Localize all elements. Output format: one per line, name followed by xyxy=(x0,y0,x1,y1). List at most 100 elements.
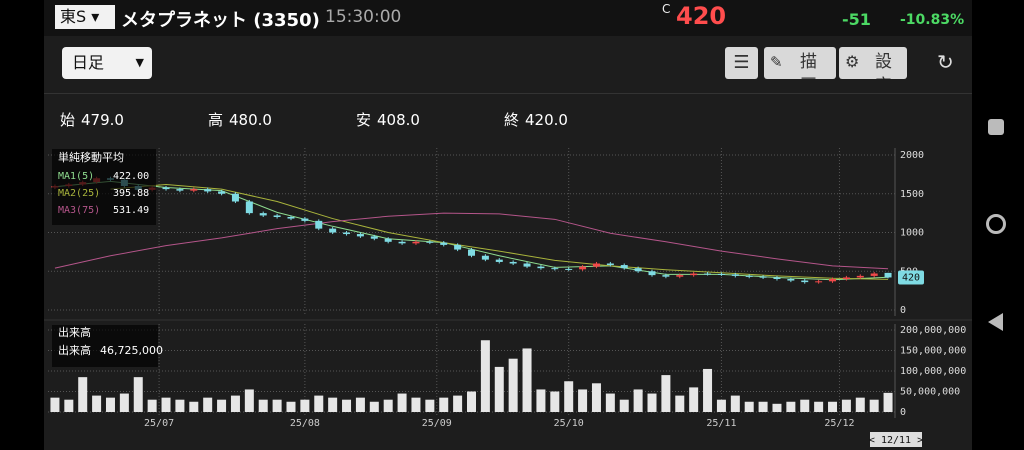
nav-recent[interactable] xyxy=(988,119,1004,135)
volume-bar xyxy=(161,397,171,412)
draw-button[interactable]: ✎描画 xyxy=(764,47,836,79)
candle-body xyxy=(301,218,309,221)
legend-name: MA1(5) xyxy=(58,171,94,182)
volume-bar xyxy=(564,381,574,412)
stock-name: メタプラネット (3350) xyxy=(121,10,320,31)
candle-body xyxy=(273,215,281,217)
ohlc-label: 始 xyxy=(60,111,76,129)
candle-body xyxy=(801,280,809,283)
volume-bar xyxy=(258,399,268,412)
nav-bar xyxy=(975,0,1024,450)
legend-title: 出来高 xyxy=(58,325,91,339)
legend-name: MA3(75) xyxy=(58,205,100,216)
volume-bar xyxy=(730,395,740,412)
candle-body xyxy=(204,189,212,192)
ohlc-label: 終 xyxy=(504,111,520,129)
period-select[interactable]: 日足 ▼ xyxy=(62,47,152,79)
change-pct: -10.83% xyxy=(900,12,965,28)
candle-body xyxy=(398,241,406,244)
candle-body xyxy=(704,273,712,275)
period: 日足 xyxy=(72,53,105,72)
candle-body xyxy=(176,189,184,191)
y-tick-label: 100,000,000 xyxy=(900,366,966,377)
volume-bar xyxy=(480,340,490,412)
volume-bar xyxy=(675,395,685,412)
volume-bar xyxy=(647,393,657,412)
ohlc-item: 安 408.0 xyxy=(356,109,420,130)
volume-bar xyxy=(453,395,463,412)
volume-bar xyxy=(78,377,88,412)
nav-back[interactable] xyxy=(988,313,1003,331)
candle-body xyxy=(842,277,850,279)
volume-bar xyxy=(217,399,227,412)
x-tick-label: 25/08 xyxy=(290,418,320,429)
candle-body xyxy=(426,241,434,243)
volume-bar xyxy=(869,399,879,412)
volume-bar xyxy=(536,389,546,412)
volume-bar xyxy=(175,399,185,412)
volume-bar xyxy=(272,399,282,412)
y-tick-label: 1500 xyxy=(900,189,924,200)
volume-bar xyxy=(133,377,143,412)
candle-body xyxy=(579,266,587,270)
y-tick-label: 0 xyxy=(900,305,906,316)
x-tick-label: 25/07 xyxy=(144,418,174,429)
list-button[interactable]: ☰ xyxy=(725,47,758,79)
volume-bar xyxy=(758,401,768,412)
candle-body xyxy=(551,268,559,270)
candle-body xyxy=(287,217,295,219)
divider xyxy=(44,93,972,94)
candle-body xyxy=(565,268,573,270)
candle-body xyxy=(856,275,864,278)
price-flag: C xyxy=(662,2,671,16)
candle-body xyxy=(662,275,670,277)
ohlc-item: 高 480.0 xyxy=(208,109,272,130)
volume-bar xyxy=(411,397,421,412)
ohlc-value: 420.0 xyxy=(525,111,568,129)
volume-bar xyxy=(605,393,615,412)
y-tick-label: 50,000,000 xyxy=(900,387,960,398)
candle-body xyxy=(162,187,170,190)
candle-body xyxy=(787,279,795,281)
volume-bar xyxy=(300,399,310,412)
candle-body xyxy=(315,220,323,229)
volume-bar xyxy=(828,401,838,412)
volume-bar xyxy=(425,399,435,412)
volume-bar xyxy=(244,389,254,412)
cursor-label-box[interactable] xyxy=(870,432,922,447)
ohlc-value: 480.0 xyxy=(229,111,272,129)
candle-body xyxy=(676,275,684,277)
price: 420 xyxy=(676,2,727,30)
top-bar xyxy=(44,0,972,36)
candle-body xyxy=(815,281,823,283)
nav-home[interactable] xyxy=(986,214,1006,234)
volume-bar xyxy=(286,401,296,412)
volume-bar xyxy=(147,399,157,412)
candle-body xyxy=(745,275,753,277)
volume-bar xyxy=(550,391,560,412)
volume-bar xyxy=(314,395,324,412)
settings-button[interactable]: ⚙設定 xyxy=(839,47,907,79)
legend-box xyxy=(52,149,156,225)
candle-body xyxy=(592,263,600,267)
legend-box xyxy=(52,325,158,367)
volume-bar xyxy=(800,399,810,412)
volume-bar xyxy=(439,397,449,412)
volume-bar xyxy=(355,397,365,412)
volume-bar xyxy=(716,399,726,412)
candle-body xyxy=(231,193,239,202)
x-tick-label: 25/10 xyxy=(554,418,584,429)
candle-body xyxy=(690,273,698,276)
exchange-select[interactable]: 東S ▾ xyxy=(55,5,115,29)
volume-bar xyxy=(203,397,213,412)
candle-body xyxy=(731,274,739,276)
refresh-button[interactable]: ↻ xyxy=(937,50,954,74)
time: 15:30:00 xyxy=(325,7,402,27)
ohlc-value: 408.0 xyxy=(377,111,420,129)
volume-bar xyxy=(772,403,782,412)
ohlc-value: 479.0 xyxy=(81,111,124,129)
volume-bar xyxy=(883,392,893,412)
volume-bar xyxy=(467,391,476,412)
y-tick-label: 1000 xyxy=(900,228,924,239)
